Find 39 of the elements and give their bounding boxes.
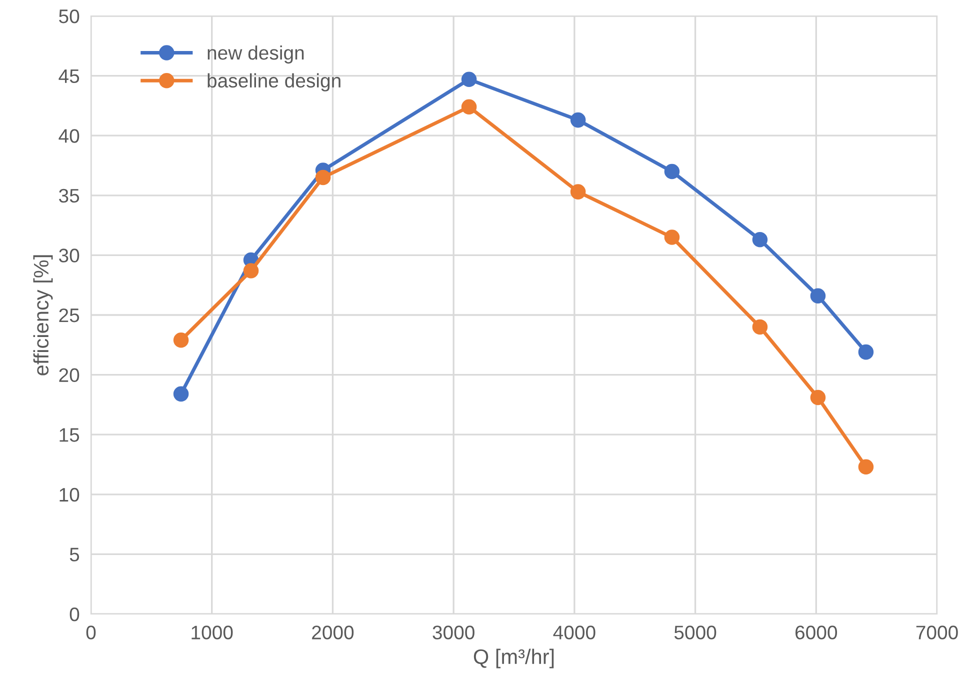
- point: [664, 164, 680, 180]
- x-tick-label: 4000: [553, 626, 596, 640]
- y-tick-label: 45: [58, 69, 80, 84]
- x-tick-label: 5000: [674, 626, 716, 640]
- point: [752, 319, 768, 335]
- y-axis-title: efficiency [%]: [33, 255, 53, 376]
- point: [858, 344, 874, 360]
- point: [570, 112, 586, 128]
- point: [461, 72, 477, 88]
- y-tick-label: 50: [59, 9, 80, 24]
- point: [752, 232, 768, 248]
- x-tick-label: 6000: [796, 626, 838, 640]
- point: [664, 230, 680, 245]
- point: [810, 390, 826, 406]
- x-tick-label: 1000: [192, 626, 233, 640]
- y-tick-label: 10: [60, 488, 80, 502]
- point: [315, 170, 331, 186]
- y-tick-label: 35: [59, 188, 80, 203]
- x-tick-label: 0: [86, 626, 96, 640]
- y-tick-label: 20: [59, 368, 80, 382]
- point: [810, 288, 826, 304]
- y-tick-label: 25: [59, 308, 80, 322]
- point: [173, 332, 189, 348]
- point: [461, 99, 477, 115]
- y-tick-label: 0: [70, 607, 80, 622]
- legend-label: baseline design: [208, 73, 340, 92]
- y-tick-label: 40: [58, 129, 80, 143]
- point: [570, 184, 586, 200]
- point: [858, 459, 874, 475]
- legend-label: new design: [208, 45, 304, 64]
- y-tick-label: 30: [59, 248, 80, 262]
- point: [243, 263, 259, 278]
- x-tick-label: 7000: [916, 626, 958, 640]
- x-tick-label: 3000: [432, 626, 474, 640]
- x-axis-title: Q [m³/hr]: [474, 648, 554, 668]
- y-tick-label: 5: [70, 548, 80, 562]
- point: [173, 386, 189, 402]
- x-tick-label: 2000: [312, 626, 354, 640]
- y-tick-label: 15: [60, 428, 80, 442]
